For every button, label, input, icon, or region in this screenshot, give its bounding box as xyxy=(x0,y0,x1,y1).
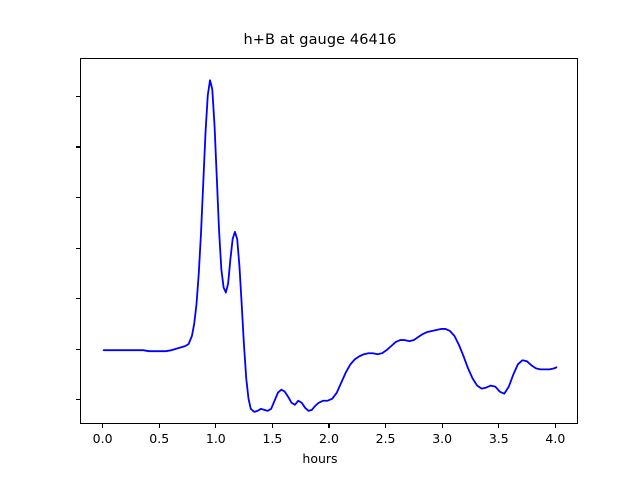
x-axis-tick-label: 4.0 xyxy=(545,431,566,446)
x-axis-tick-label: 1.5 xyxy=(262,431,283,446)
x-axis-tick-label: 3.5 xyxy=(488,431,509,446)
plot-axes xyxy=(80,58,578,424)
x-axis-label: hours xyxy=(302,451,338,466)
page-title: h+B at gauge 46416 xyxy=(243,32,397,48)
line-series-h-plus-b xyxy=(102,79,558,413)
x-axis-tick-label: 0.0 xyxy=(92,431,113,446)
x-axis-tick-label: 2.5 xyxy=(375,431,396,446)
x-axis-tick-label: 3.0 xyxy=(432,431,453,446)
x-axis-tick-label: 0.5 xyxy=(149,431,170,446)
x-axis-tick-label: 2.0 xyxy=(319,431,339,446)
x-axis-tick-label: 1.0 xyxy=(205,431,226,446)
